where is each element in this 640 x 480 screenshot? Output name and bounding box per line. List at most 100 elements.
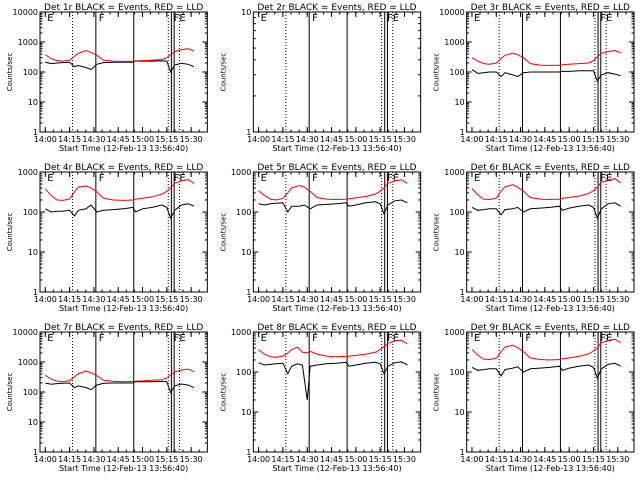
x-tick-label: 14:00 — [247, 455, 270, 464]
x-tick-label: 14:15 — [58, 135, 81, 144]
plot-frame — [39, 11, 208, 133]
y-tick-label: 1 — [33, 128, 38, 137]
x-tick-label: 15:30 — [606, 295, 629, 304]
events-series-line — [45, 60, 195, 74]
panel: Det 1r BLACK = Events, RED = LLD 1 10 100 10… — [6, 3, 208, 153]
y-tick-label: 10 — [28, 248, 38, 257]
y-tick-label: 1000 — [444, 328, 464, 337]
event-marker: F — [99, 13, 105, 24]
x-tick-label: 14:00 — [247, 295, 270, 304]
x-tick-label: 14:00 — [34, 295, 57, 304]
y-tick-label: 10 — [241, 248, 251, 257]
x-tick-label: 15:15 — [155, 455, 178, 464]
events-series-line — [45, 380, 195, 394]
event-marker: F — [525, 333, 531, 344]
x-tick-label: 15:30 — [393, 295, 416, 304]
event-marker: FE — [387, 173, 399, 184]
events-series-line — [45, 203, 195, 220]
events-series-line — [471, 69, 621, 83]
x-tick-label: 15:00 — [131, 295, 154, 304]
x-tick-label: 14:30 — [82, 455, 105, 464]
x-tick-label: 15:00 — [558, 455, 581, 464]
x-axis-label: Start Time (12-Feb-13 13:56:40) — [59, 464, 188, 473]
panel-title: Det 7r BLACK = Events, RED = LLD — [44, 323, 203, 333]
x-tick-label: 15:00 — [344, 135, 367, 144]
event-marker: E — [474, 13, 480, 24]
panel: Det 2r BLACK = Events, RED = LLD 1 10 Count… — [219, 3, 422, 153]
x-tick-label: 14:45 — [533, 295, 556, 304]
plot-frame — [252, 171, 422, 293]
x-tick-label: 15:15 — [582, 455, 605, 464]
x-tick-label: 14:30 — [296, 455, 319, 464]
lld-series-line — [45, 368, 195, 383]
lld-series-line — [258, 179, 408, 201]
event-marker: E — [47, 13, 53, 24]
x-tick-label: 15:00 — [558, 295, 581, 304]
x-tick-label: 15:30 — [393, 455, 416, 464]
y-tick-label: 1 — [460, 288, 465, 297]
y-tick-label: 1000 — [18, 168, 38, 177]
panel-title: Det 8r BLACK = Events, RED = LLD — [257, 323, 416, 333]
y-tick-label: 10000 — [439, 8, 464, 17]
y-tick-label: 1 — [246, 128, 251, 137]
event-marker: FE — [387, 13, 399, 24]
y-tick-label: 100 — [449, 368, 464, 377]
x-tick-label: 15:00 — [344, 295, 367, 304]
x-tick-label: 15:15 — [369, 135, 392, 144]
panel: Det 4r BLACK = Events, RED = LLD 1 10 100 10… — [6, 163, 208, 313]
y-tick-label: 100 — [449, 68, 464, 77]
event-marker: FE — [600, 13, 612, 24]
y-axis-label: Counts/sec — [433, 213, 441, 252]
y-tick-label: 1 — [246, 448, 251, 457]
y-tick-label: 1 — [460, 448, 465, 457]
x-axis-label: Start Time (12-Feb-13 13:56:40) — [272, 464, 401, 473]
x-tick-label: 15:30 — [393, 135, 416, 144]
panel-title: Det 1r BLACK = Events, RED = LLD — [44, 3, 203, 13]
x-tick-label: 14:15 — [271, 135, 294, 144]
panel-title: Det 2r BLACK = Events, RED = LLD — [257, 3, 416, 13]
y-tick-label: 100 — [23, 68, 38, 77]
x-tick-label: 14:15 — [58, 295, 81, 304]
x-tick-label: 14:30 — [296, 135, 319, 144]
y-tick-label: 10 — [28, 418, 38, 427]
lld-series-line — [471, 49, 621, 67]
x-tick-label: 14:00 — [460, 135, 483, 144]
y-tick-label: 10 — [454, 98, 464, 107]
y-tick-label: 10000 — [13, 8, 38, 17]
x-tick-label: 14:45 — [533, 455, 556, 464]
x-tick-label: 15:00 — [131, 455, 154, 464]
x-tick-label: 14:15 — [58, 455, 81, 464]
events-series-line — [471, 362, 621, 380]
plot-frame — [252, 11, 422, 133]
x-tick-label: 14:15 — [485, 455, 508, 464]
x-tick-label: 14:45 — [533, 135, 556, 144]
event-marker: E — [261, 333, 267, 344]
x-tick-label: 15:30 — [180, 135, 203, 144]
y-tick-label: 1000 — [231, 328, 251, 337]
x-tick-label: 15:15 — [369, 295, 392, 304]
x-tick-label: 15:15 — [582, 135, 605, 144]
x-tick-label: 14:15 — [485, 295, 508, 304]
y-tick-label: 100 — [236, 208, 251, 217]
y-tick-label: 1000 — [18, 358, 38, 367]
x-tick-label: 14:00 — [460, 295, 483, 304]
lld-series-line — [258, 339, 408, 358]
x-tick-label: 14:00 — [247, 135, 270, 144]
x-tick-label: 15:15 — [155, 135, 178, 144]
x-axis-label: Start Time (12-Feb-13 13:56:40) — [272, 144, 401, 153]
event-marker: FE — [387, 333, 399, 344]
panel: Det 8r BLACK = Events, RED = LLD 1 10 100 10… — [219, 323, 422, 473]
y-axis-label: Counts/sec — [219, 53, 227, 92]
event-marker: F — [525, 13, 531, 24]
events-series-line — [471, 202, 621, 220]
y-tick-label: 10 — [28, 98, 38, 107]
panel-title: Det 6r BLACK = Events, RED = LLD — [471, 163, 630, 173]
x-tick-label: 15:30 — [180, 295, 203, 304]
y-tick-label: 1000 — [231, 168, 251, 177]
y-tick-label: 1000 — [444, 168, 464, 177]
events-series-line — [258, 199, 408, 216]
lld-series-line — [471, 338, 621, 361]
x-tick-label: 14:15 — [485, 135, 508, 144]
plot-frame — [252, 331, 422, 453]
